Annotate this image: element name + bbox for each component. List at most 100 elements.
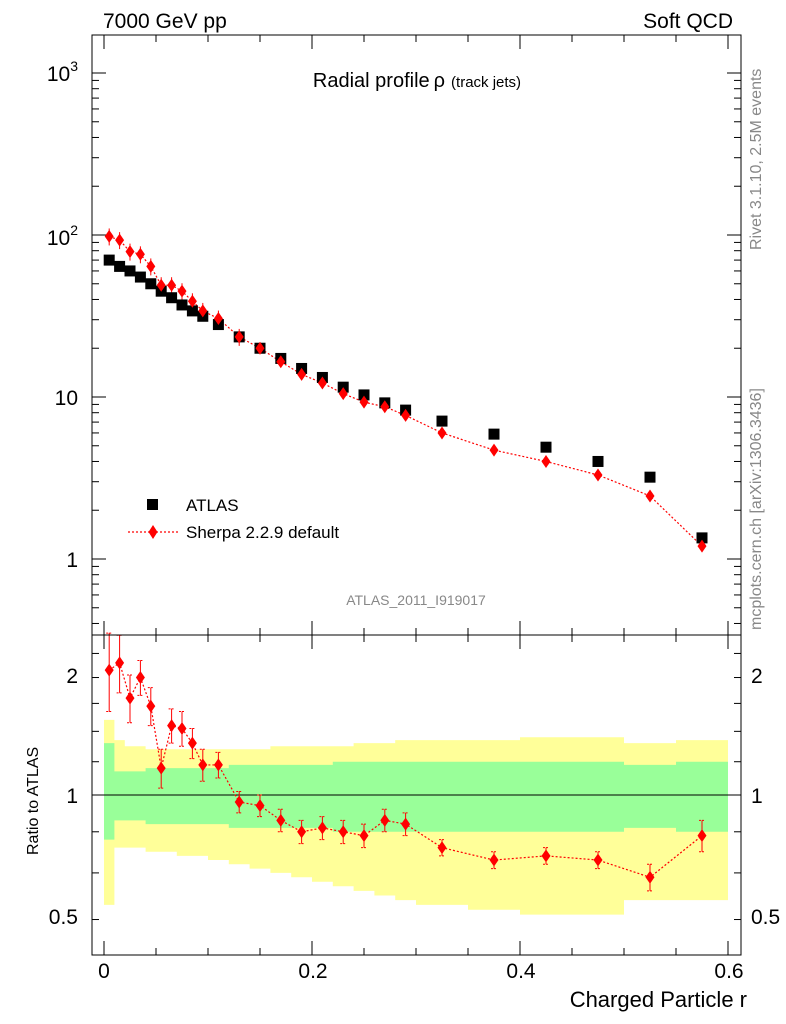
main-ytick-100-base: 10	[47, 227, 70, 250]
sherpa-point	[593, 468, 603, 482]
sherpa-point	[437, 426, 447, 440]
sherpa-point	[187, 294, 197, 308]
chart-title-suffix: (track jets)	[451, 74, 521, 91]
ratio-ytick-right-1: 1	[751, 785, 763, 808]
ratio-ytick-left-0.5: 0.5	[49, 906, 78, 929]
chart-title-symbol: ρ	[434, 70, 445, 92]
ratio-ytick-right-0.5: 0.5	[751, 906, 780, 929]
atlas-point	[114, 260, 126, 272]
ratio-point	[317, 821, 327, 835]
sherpa-point	[213, 312, 223, 326]
ratio-point	[255, 799, 265, 813]
sherpa-point	[489, 443, 499, 457]
ratio-point	[338, 825, 348, 839]
ratio-point	[234, 795, 244, 809]
main-ytick-label-1000: 103	[47, 58, 78, 86]
ratio-point	[125, 691, 135, 705]
atlas-point	[145, 278, 157, 290]
ratio-ticks	[92, 635, 741, 955]
ratio-point	[135, 671, 145, 685]
sherpa-point	[115, 233, 125, 247]
legend-sherpa-label: Sherpa 2.2.9 default	[186, 523, 339, 542]
atlas-point	[644, 471, 656, 483]
mcplots-label: mcplots.cern.ch [arXiv:1306.3436]	[748, 388, 765, 630]
ratio-point	[156, 761, 166, 775]
sherpa-point	[541, 454, 551, 468]
ratio-line	[108, 661, 703, 878]
sherpa-point	[645, 489, 655, 503]
legend: ATLAS Sherpa 2.2.9 default	[128, 496, 339, 542]
sherpa-point	[177, 284, 187, 298]
ratio-point	[593, 853, 603, 867]
atlas-point	[540, 441, 552, 453]
sherpa-point	[198, 304, 208, 318]
main-ytick-1000-base: 10	[47, 63, 70, 86]
atlas-point	[124, 265, 136, 277]
sherpa-point	[338, 387, 348, 401]
atlas-point	[592, 455, 604, 467]
ratio-ytick-left-1: 1	[66, 785, 78, 808]
atlas-point	[488, 428, 500, 440]
ratio-point	[187, 736, 197, 750]
ratio-point	[213, 758, 223, 772]
ratio-point	[297, 825, 307, 839]
ratio-point	[177, 721, 187, 735]
sherpa-point	[135, 247, 145, 261]
ratio-point	[167, 719, 177, 733]
atlas-point	[103, 254, 115, 266]
ratio-point	[697, 829, 707, 843]
sherpa-point	[276, 355, 286, 369]
ratio-point	[198, 758, 208, 772]
sherpa-point	[697, 539, 707, 553]
main-panel-frame	[91, 34, 742, 636]
sherpa-point	[146, 259, 156, 273]
ratio-point	[115, 656, 125, 670]
ratio-point	[276, 813, 286, 827]
ratio-ytick-right-2: 2	[751, 665, 763, 688]
legend-atlas-marker	[147, 499, 158, 510]
sherpa-point	[317, 376, 327, 390]
atlas-point	[696, 532, 708, 544]
sherpa-point	[297, 367, 307, 381]
ratio-series-layer	[104, 632, 707, 892]
xtick-label-0.6: 0.6	[714, 960, 743, 983]
atlas-point	[186, 305, 198, 317]
analysis-watermark: ATLAS_2011_I919017	[346, 592, 486, 608]
atlas-point	[134, 271, 146, 283]
sherpa-point	[359, 395, 369, 409]
ratio-ytick-left-2: 2	[66, 665, 78, 688]
xtick-label-0.2: 0.2	[298, 960, 327, 983]
main-ytick-label-100: 102	[47, 222, 78, 250]
ratio-point	[489, 853, 499, 867]
main-series-layer	[103, 228, 708, 553]
sherpa-point	[255, 341, 265, 355]
main-panel: Radial profile ρ (track jets) 103 102 10 1…	[47, 34, 742, 636]
sherpa-point	[156, 278, 166, 292]
x-axis-label: Charged Particle r	[570, 987, 747, 1012]
ratio-point	[645, 870, 655, 884]
chart-title-text: Radial profile	[313, 70, 430, 92]
legend-atlas-label: ATLAS	[186, 496, 239, 515]
ratio-point	[401, 817, 411, 831]
chart-title: Radial profile ρ (track jets)	[313, 70, 521, 92]
main-y-ticks	[92, 35, 741, 635]
y-axis-label: Ratio to ATLAS	[25, 747, 42, 855]
sherpa-point	[167, 278, 177, 292]
xtick-label-0: 0	[98, 960, 110, 983]
atlas-point	[166, 292, 178, 304]
sherpa-point	[401, 408, 411, 422]
ratio-bands	[104, 719, 728, 915]
ratio-point	[359, 829, 369, 843]
main-ytick-label-1: 1	[66, 549, 78, 572]
sherpa-point	[380, 400, 390, 414]
sherpa-point	[104, 229, 114, 243]
atlas-point	[358, 389, 370, 401]
ratio-point	[437, 841, 447, 855]
rivet-version-label: Rivet 3.1.10, 2.5M events	[748, 69, 765, 250]
main-ytick-100-exp: 2	[70, 222, 78, 238]
atlas-point	[176, 299, 188, 311]
xtick-label-0.4: 0.4	[506, 960, 536, 983]
atlas-point	[436, 415, 448, 427]
sherpa-point	[234, 330, 244, 344]
ratio-point	[380, 813, 390, 827]
